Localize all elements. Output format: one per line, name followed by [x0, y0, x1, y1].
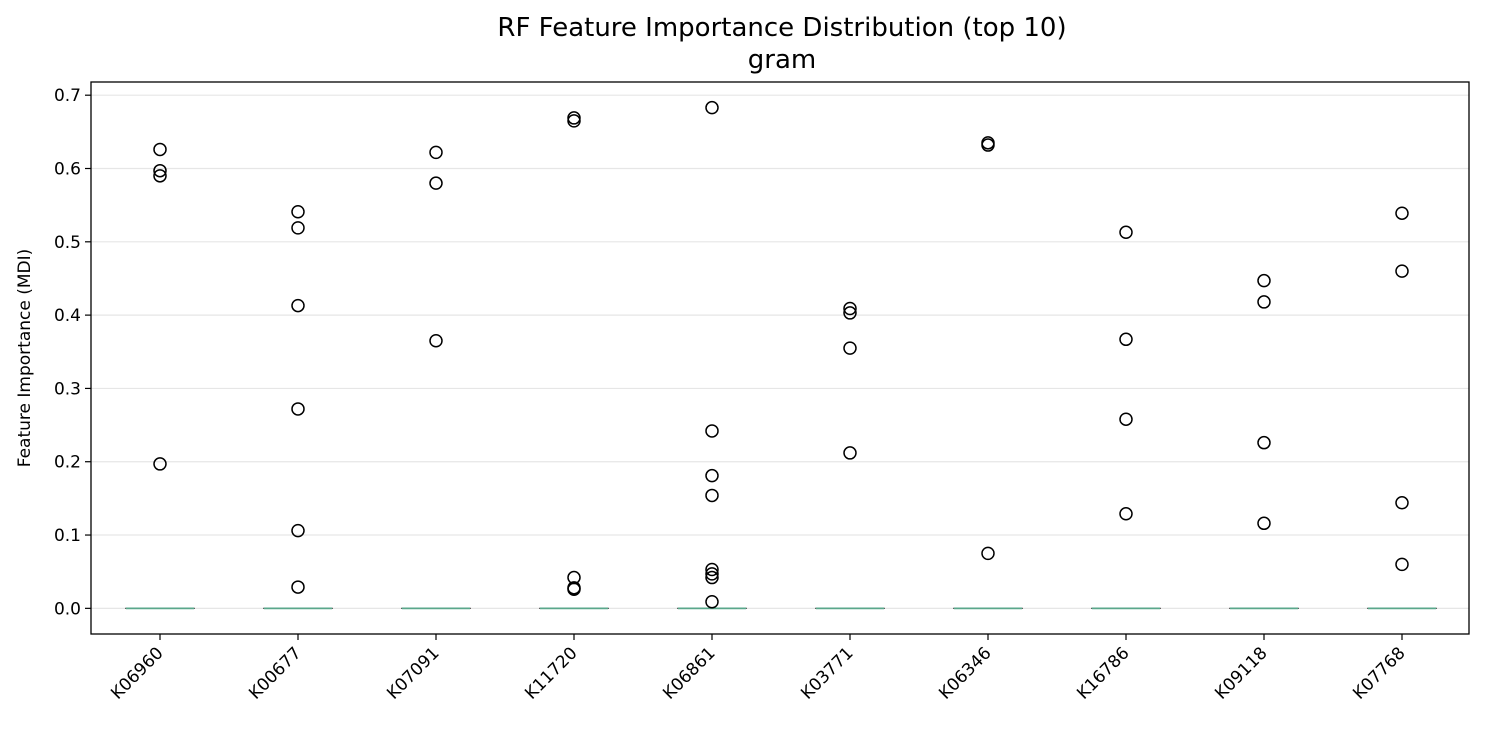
y-tick-label: 0.1 — [54, 526, 81, 546]
outlier-point — [843, 306, 857, 320]
outlier-point — [567, 114, 581, 128]
outlier-point — [291, 402, 305, 416]
outlier-point — [1119, 225, 1133, 240]
outlier-point — [291, 580, 305, 594]
outlier-points — [153, 100, 1409, 609]
outlier-point — [1119, 332, 1133, 347]
x-axis-ticks: K06960 K00677 K07091 K11720 K06861 K03771 K063… — [107, 634, 1410, 704]
y-tick-label: 0.6 — [54, 160, 81, 180]
outlier-point — [1257, 295, 1271, 309]
outlier-point — [567, 582, 581, 597]
outlier-point — [843, 446, 857, 460]
x-tick-label: K06861 — [659, 643, 719, 703]
x-tick-label: K03771 — [797, 643, 857, 703]
outlier-point — [1395, 206, 1409, 220]
outlier-point — [291, 523, 305, 538]
y-tick-label: 0.4 — [54, 306, 81, 326]
outlier-point — [705, 567, 719, 581]
x-tick-label: K09118 — [1211, 643, 1271, 703]
x-tick-label: K00677 — [245, 643, 305, 703]
y-tick-label: 0.5 — [54, 233, 81, 253]
chart-title: RF Feature Importance Distribution (top … — [497, 13, 1066, 43]
chart-subtitle: gram — [748, 45, 816, 75]
outlier-point — [705, 100, 719, 115]
outlier-point — [1395, 496, 1409, 510]
outlier-point — [705, 562, 719, 577]
x-tick-label: K06960 — [107, 643, 167, 703]
x-tick-label: K16786 — [1073, 643, 1133, 703]
y-axis-label: Feature Importance (MDI) — [15, 249, 35, 468]
outlier-point — [1257, 435, 1271, 450]
outlier-point — [291, 205, 305, 219]
outlier-point — [1395, 264, 1409, 278]
gridlines — [91, 94, 1469, 609]
x-tick-label: K06346 — [935, 643, 995, 703]
outlier-point — [705, 468, 719, 483]
outlier-point — [705, 488, 719, 503]
outlier-point — [1119, 412, 1133, 426]
outlier-point — [429, 176, 443, 190]
outlier-point — [153, 163, 167, 178]
outlier-point — [567, 111, 581, 125]
y-axis-ticks: 0.0 0.1 0.2 0.3 0.4 0.5 0.6 0.7 — [54, 86, 91, 619]
outlier-point — [429, 334, 443, 348]
x-tick-label: K11720 — [521, 643, 581, 703]
y-tick-label: 0.7 — [54, 86, 81, 106]
outlier-point — [705, 424, 719, 438]
outlier-point — [705, 570, 719, 585]
plot-frame — [90, 81, 1470, 635]
y-tick-label: 0.0 — [54, 599, 81, 619]
outlier-point — [981, 138, 995, 152]
outlier-point — [1395, 557, 1409, 572]
outlier-point — [981, 546, 995, 561]
outlier-point — [291, 221, 305, 235]
outlier-point — [705, 594, 719, 609]
x-tick-label: K07768 — [1349, 643, 1409, 703]
outlier-point — [153, 169, 167, 183]
y-tick-label: 0.3 — [54, 379, 81, 399]
outlier-point — [843, 341, 857, 355]
outlier-point — [291, 298, 305, 313]
outlier-point — [153, 142, 167, 157]
outlier-point — [1257, 273, 1271, 288]
x-tick-label: K07091 — [383, 643, 443, 703]
outlier-point — [1257, 516, 1271, 531]
y-tick-label: 0.2 — [54, 453, 81, 473]
outlier-point — [153, 457, 167, 471]
outlier-point — [1119, 507, 1133, 521]
outlier-point — [843, 301, 857, 316]
outlier-point — [429, 145, 443, 160]
